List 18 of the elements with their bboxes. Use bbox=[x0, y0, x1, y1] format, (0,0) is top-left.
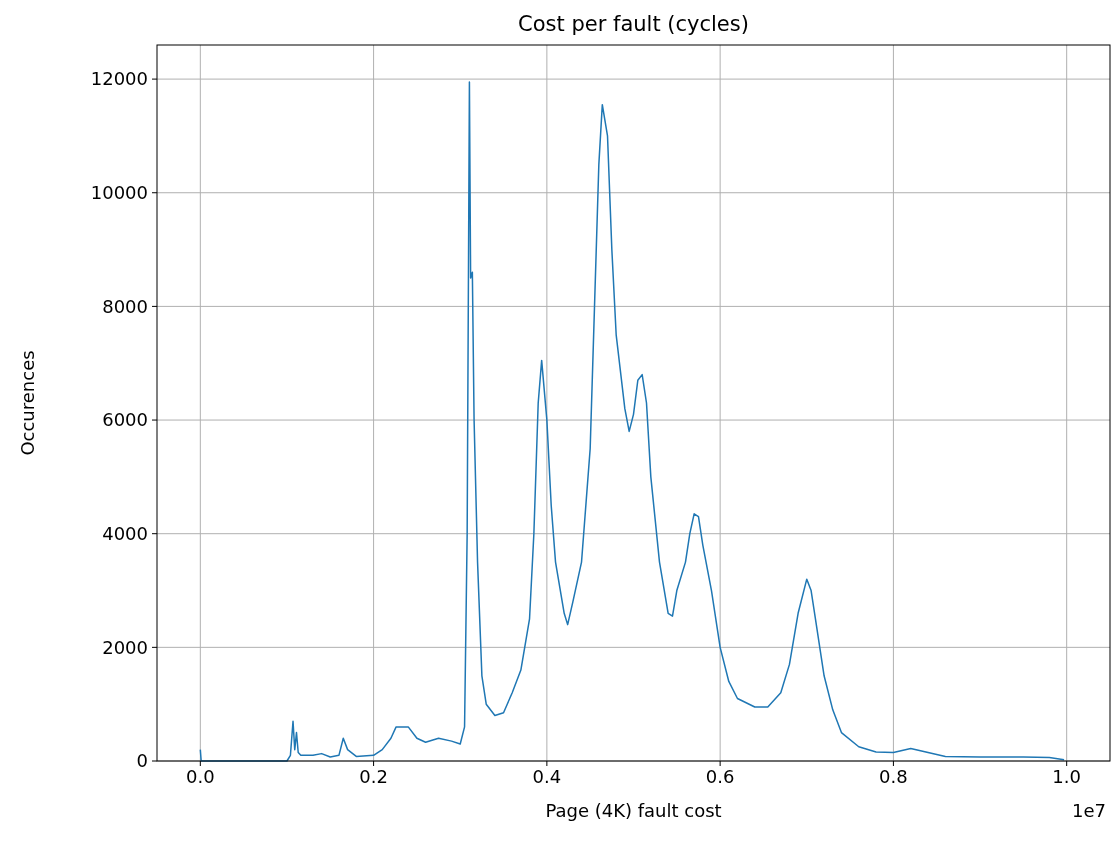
y-tick-label: 2000 bbox=[102, 636, 148, 658]
x-tick-label: 0.6 bbox=[705, 766, 735, 787]
y-tick-label: 0 bbox=[136, 750, 148, 772]
x-tick-label: 0.0 bbox=[186, 766, 215, 787]
y-axis-title: Occurences bbox=[17, 350, 38, 456]
y-tick-label: 8000 bbox=[102, 295, 148, 317]
y-tick-label: 4000 bbox=[102, 523, 148, 544]
chart-title: Cost per fault (cycles) bbox=[518, 12, 749, 36]
x-tick-label: 1.0 bbox=[1052, 766, 1081, 787]
text: 1e7 bbox=[1072, 800, 1106, 821]
y-tick-label: 6000 bbox=[102, 409, 148, 431]
y-tick-label: 12000 bbox=[90, 68, 148, 90]
y-tick-label: 10000 bbox=[90, 182, 148, 204]
x-tick-label: 0.2 bbox=[359, 766, 388, 787]
x-tick-label: 0.4 bbox=[532, 766, 562, 787]
line-series bbox=[199, 81, 1065, 762]
x-axis-title: Page (4K) fault cost bbox=[545, 800, 722, 821]
x-tick-label: 0.8 bbox=[879, 766, 908, 787]
